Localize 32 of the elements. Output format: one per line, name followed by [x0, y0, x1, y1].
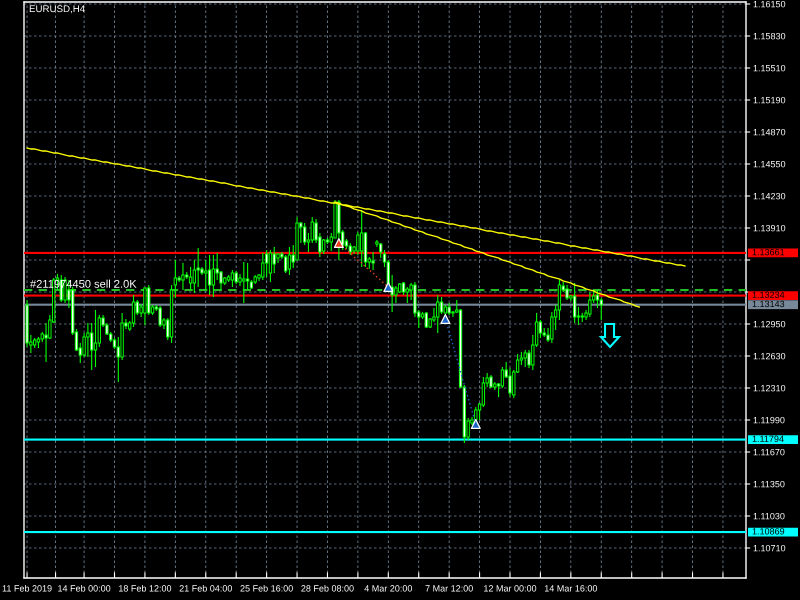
- y-tick-label: 1.12950: [754, 320, 786, 328]
- ref-line-label: 1.13661: [752, 248, 784, 256]
- y-tick-label: 1.11030: [754, 512, 785, 520]
- x-tick-label: 14 Feb 00:00: [58, 584, 110, 592]
- y-tick-label: 1.15190: [754, 96, 786, 104]
- y-tick-label: 1.14550: [754, 160, 786, 168]
- y-tick-label: 1.10710: [754, 544, 786, 552]
- y-tick-label: 1.11350: [754, 480, 785, 488]
- ref-line-label: 1.13143: [752, 300, 784, 308]
- ref-line-label: 1.10869: [752, 528, 784, 535]
- y-tick-label: 1.16150: [754, 0, 786, 8]
- y-tick-label: 1.12630: [754, 352, 786, 360]
- y-tick-label: 1.11990: [754, 416, 785, 424]
- x-tick-label: 18 Feb 12:00: [119, 584, 172, 592]
- x-tick-label: 4 Mar 20:00: [364, 585, 412, 592]
- y-tick-label: 1.15830: [754, 32, 786, 40]
- y-tick-label: 1.14870: [754, 128, 786, 136]
- ref-line-label: 1.11794: [752, 436, 784, 442]
- x-tick-label: 25 Feb 16:00: [240, 584, 293, 592]
- chart-title: EURUSD,H4: [30, 5, 85, 14]
- y-tick-label: 1.15510: [754, 64, 786, 72]
- x-tick-label: 14 Mar 16:00: [544, 585, 598, 592]
- y-tick-label: 1.12310: [754, 384, 786, 392]
- y-tick-label: 1.13910: [754, 224, 786, 232]
- ref-line-label: 1.13234: [752, 292, 784, 298]
- x-tick-label: 21 Feb 04:00: [180, 584, 232, 592]
- y-tick-label: 1.14230: [754, 192, 786, 200]
- x-tick-label: 28 Feb 08:00: [301, 584, 354, 592]
- y-tick-label: 1.11670: [754, 448, 785, 456]
- x-tick-label: 12 Mar 00:00: [484, 585, 536, 592]
- x-tick-label: 7 Mar 12:00: [426, 585, 473, 592]
- x-tick-label: 11 Feb 2019: [2, 584, 52, 592]
